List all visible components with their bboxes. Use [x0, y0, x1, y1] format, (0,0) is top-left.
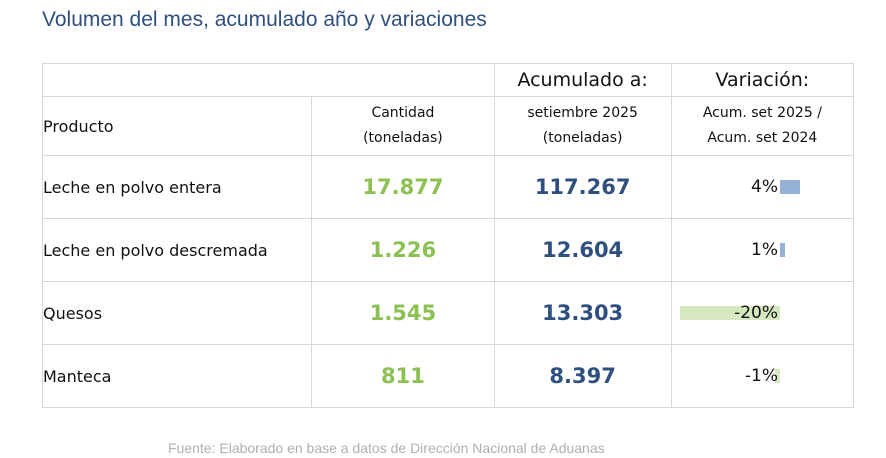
table-row: Quesos 1.545 13.303 -20%	[41, 281, 855, 345]
variacion-bar	[680, 306, 780, 320]
variacion-cell: -20%	[670, 281, 855, 345]
header-acumulado-period: setiembre 2025	[527, 105, 638, 121]
header-variacion-line2: Acum. set 2024	[707, 130, 818, 146]
acumulado-value: 117.267	[493, 155, 672, 219]
header-blank-cell	[42, 63, 495, 97]
variacion-value: 1%	[751, 240, 778, 260]
acumulado-value: 13.303	[493, 281, 672, 345]
header-acumulado-unit: (toneladas)	[542, 130, 623, 146]
header-cantidad-unit: (toneladas)	[363, 130, 443, 146]
header-variacion-line1: Acum. set 2025 /	[702, 105, 822, 121]
cantidad-value: 811	[311, 344, 495, 408]
header-acumulado-detail: setiembre 2025 (toneladas)	[493, 96, 672, 156]
header-producto: Producto	[41, 96, 313, 156]
header-variacion-detail: Acum. set 2025 / Acum. set 2024	[670, 96, 855, 156]
variacion-value: -1%	[744, 366, 778, 386]
variacion-bar	[779, 180, 800, 194]
page-title: Volumen del mes, acumulado año y variaci…	[42, 8, 487, 31]
table-row: Manteca 811 8.397 -1%	[41, 344, 855, 408]
variacion-bar	[775, 369, 780, 383]
variacion-bar	[779, 243, 785, 257]
variacion-cell: -1%	[670, 344, 855, 408]
header-acumulado: Acumulado a:	[493, 63, 672, 97]
variacion-cell: 4%	[670, 155, 855, 219]
source-note: Fuente: Elaborado en base a datos de Dir…	[168, 440, 605, 456]
cantidad-value: 17.877	[311, 155, 495, 219]
cantidad-value: 1.545	[311, 281, 495, 345]
header-row-bottom: Producto Cantidad (toneladas) setiembre …	[41, 96, 855, 156]
header-cantidad-label: Cantidad	[371, 105, 435, 121]
variacion-value: 4%	[751, 177, 778, 197]
product-name: Leche en polvo descremada	[41, 218, 313, 282]
table-row: Leche en polvo entera 17.877 117.267 4%	[41, 155, 855, 219]
volume-table: Acumulado a: Variación: Producto Cantida…	[41, 63, 855, 408]
cantidad-value: 1.226	[311, 218, 495, 282]
header-cantidad: Cantidad (toneladas)	[311, 96, 495, 156]
variacion-value: -20%	[734, 303, 778, 323]
acumulado-value: 12.604	[493, 218, 672, 282]
table-row: Leche en polvo descremada 1.226 12.604 1…	[41, 218, 855, 282]
variacion-cell: 1%	[670, 218, 855, 282]
header-row-top: Acumulado a: Variación:	[42, 63, 855, 97]
product-name: Manteca	[41, 344, 313, 408]
acumulado-value: 8.397	[493, 344, 672, 408]
product-name: Leche en polvo entera	[41, 155, 313, 219]
product-name: Quesos	[41, 281, 313, 345]
header-variacion: Variación:	[670, 63, 855, 97]
